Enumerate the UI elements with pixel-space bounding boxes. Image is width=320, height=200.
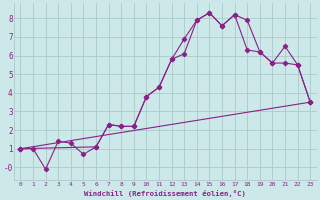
X-axis label: Windchill (Refroidissement éolien,°C): Windchill (Refroidissement éolien,°C) bbox=[84, 190, 246, 197]
